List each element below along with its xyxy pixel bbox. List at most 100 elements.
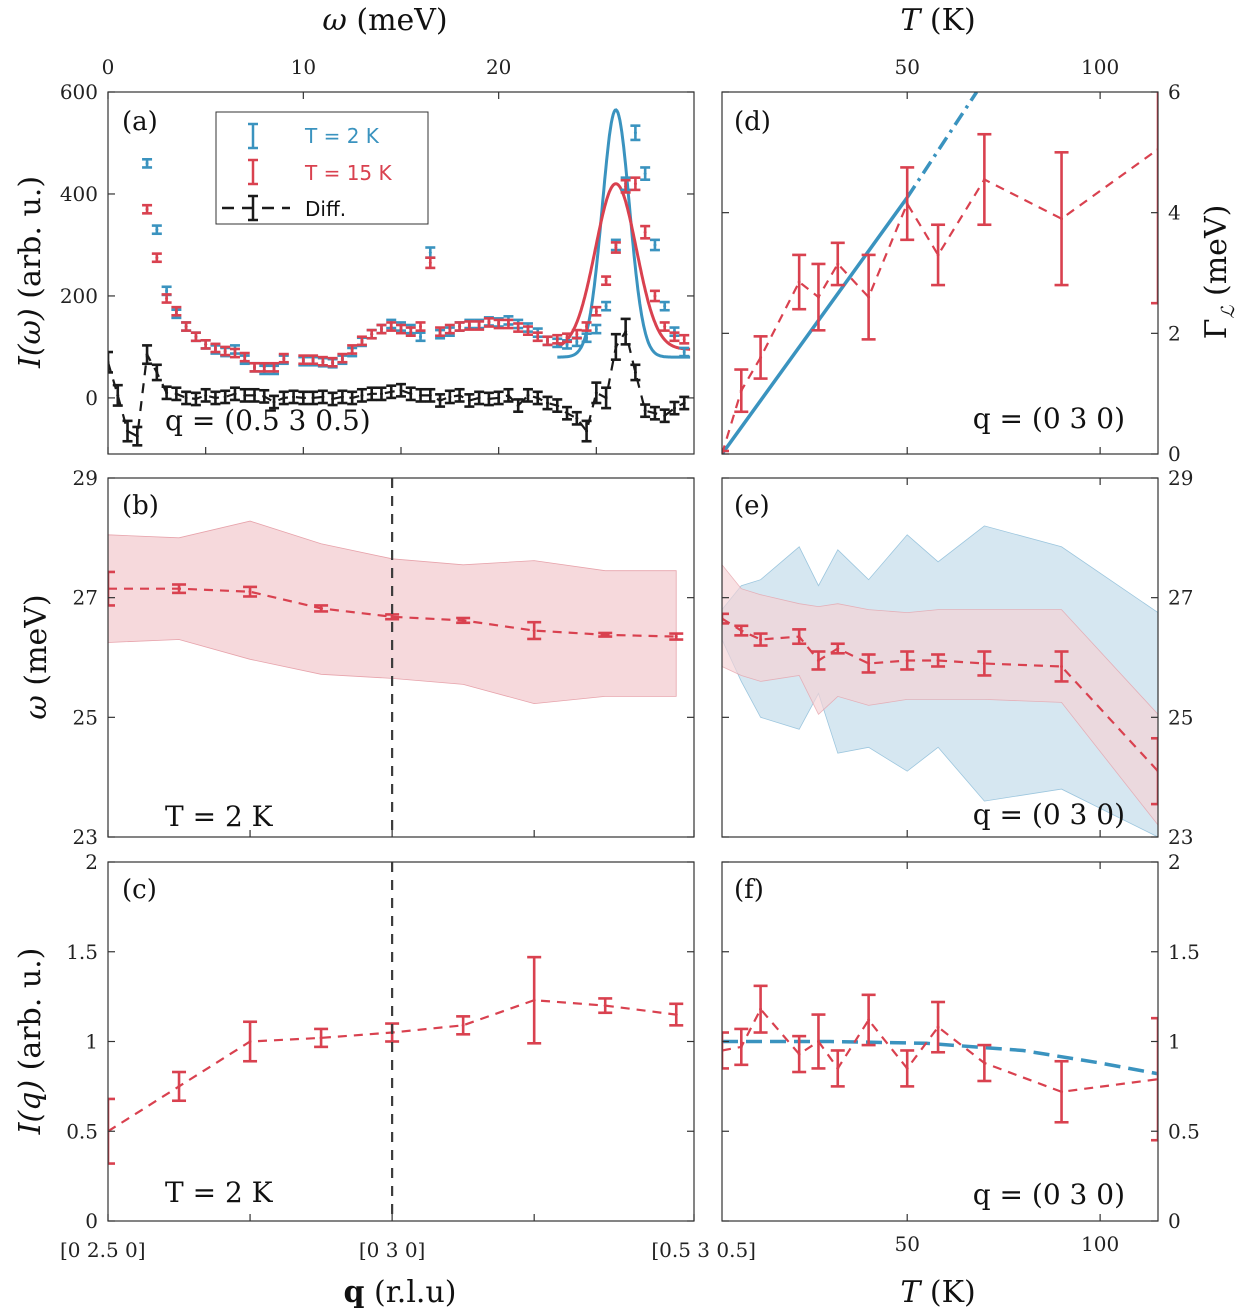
- point-red-48: [620, 178, 631, 194]
- point-black-26-point: [360, 393, 364, 397]
- bottom-xlabel-t-unit: (K): [920, 1275, 975, 1310]
- point-e-10-point: [1060, 664, 1064, 668]
- point-c-2: [243, 1020, 258, 1063]
- point-red-54: [679, 333, 690, 345]
- point-black-58: [669, 400, 680, 416]
- point-black-45: [542, 395, 553, 411]
- point-red-29: [435, 326, 446, 338]
- top-xlabel-omega-symbol: ω: [322, 3, 346, 38]
- point-black-32: [415, 387, 426, 403]
- ylabel-d-subscript: ℒ: [1218, 304, 1239, 318]
- point-red-9-point: [233, 351, 237, 355]
- point-red-47: [610, 241, 621, 254]
- point-red-44: [581, 321, 592, 332]
- point-black-46: [552, 398, 563, 413]
- point-f-5-point: [836, 1066, 840, 1070]
- point-red-26: [405, 326, 416, 338]
- point-black-6: [161, 385, 172, 401]
- point-red-12-point: [262, 365, 266, 369]
- panel-label-d: (d): [734, 107, 771, 137]
- point-black-49: [581, 419, 592, 443]
- point-red-18-point: [331, 360, 335, 364]
- ytick-label-a-0: 0: [85, 386, 98, 410]
- point-blue-1: [151, 224, 162, 236]
- point-blue-44-point: [585, 336, 589, 340]
- point-red-3: [171, 305, 182, 317]
- point-black-58-point: [672, 406, 676, 410]
- legend-label-15k: T = 15 K: [304, 161, 392, 185]
- point-black-2-point: [126, 429, 130, 433]
- point-d-6: [861, 253, 876, 341]
- point-red-6: [200, 339, 211, 350]
- point-e-6-point: [867, 661, 871, 665]
- point-d-7: [900, 166, 915, 242]
- point-blue-43-point: [575, 340, 579, 344]
- point-black-57: [659, 408, 670, 424]
- xtick-label-top-d-1: 100: [1081, 55, 1119, 79]
- ytick-label-a-1: 200: [60, 284, 98, 308]
- bottom-xlabel-q: q (r.l.u): [344, 1275, 457, 1310]
- point-blue-45: [591, 323, 602, 335]
- point-black-16: [259, 388, 270, 404]
- legend-label-2k: T = 2 K: [304, 124, 380, 148]
- point-f-8: [931, 1000, 946, 1054]
- axes-frame-a: [107, 91, 695, 455]
- point-black-28-point: [379, 392, 383, 396]
- axes-frame-c: [107, 861, 695, 1222]
- point-blue-28-point: [428, 251, 432, 255]
- ytick-label-b-3: 29: [73, 466, 98, 490]
- point-black-26: [356, 387, 367, 403]
- point-black-25: [347, 390, 358, 406]
- point-e-4: [811, 650, 826, 671]
- point-b-7-point: [603, 633, 607, 637]
- point-red-4-point: [184, 325, 188, 329]
- point-black-50-point: [594, 391, 598, 395]
- point-black-36-point: [458, 393, 462, 397]
- point-black-41-point: [506, 393, 510, 397]
- top-xlabel-omega-unit: (meV): [347, 3, 448, 38]
- point-red-18: [327, 356, 338, 368]
- point-black-8: [181, 390, 192, 406]
- point-red-2: [161, 293, 172, 304]
- ytick-label-f-4: 2: [1168, 850, 1181, 874]
- point-f-9-point: [982, 1061, 986, 1065]
- point-black-34-point: [438, 398, 442, 402]
- point-blue-28: [425, 246, 436, 260]
- point-black-15-point: [253, 393, 256, 397]
- fit-line-solid-d: [722, 196, 909, 454]
- xtick-label-top-a-2: 20: [486, 55, 511, 79]
- ylabel-b-unit: (meV): [19, 594, 54, 695]
- ylabel-b: ω (meV): [19, 594, 54, 719]
- point-b-3-point: [319, 606, 323, 610]
- point-red-17: [317, 355, 328, 367]
- point-black-51: [601, 386, 612, 410]
- point-red-14: [278, 352, 289, 364]
- point-black-6-point: [165, 391, 169, 395]
- point-red-14-point: [282, 356, 286, 360]
- point-red-1: [151, 252, 162, 264]
- point-blue-54: [679, 346, 690, 358]
- point-red-36-point: [506, 322, 510, 326]
- point-red-35: [493, 318, 504, 330]
- point-black-10-point: [204, 393, 208, 397]
- point-red-37-point: [516, 326, 520, 330]
- point-c-3: [314, 1027, 329, 1049]
- point-black-1: [112, 383, 123, 407]
- point-black-21: [308, 390, 319, 406]
- point-black-12: [220, 389, 231, 405]
- point-red-46-point: [604, 279, 608, 283]
- point-d-5-point: [836, 262, 840, 266]
- model-line-f: [722, 1039, 1158, 1076]
- point-black-27: [366, 386, 377, 402]
- axes-frame-e: [721, 477, 1159, 838]
- ytick-label-d-3: 6: [1168, 80, 1181, 104]
- point-red-16: [308, 354, 319, 366]
- point-d-8-point: [936, 253, 940, 257]
- point-red-32: [464, 320, 475, 331]
- point-black-4: [142, 344, 153, 366]
- point-b-7: [598, 631, 613, 638]
- point-red-27: [415, 321, 426, 332]
- ylabel-a: I(ω) (arb. u.): [13, 176, 48, 369]
- axes-frame-f: [721, 861, 1159, 1222]
- point-black-47: [562, 405, 573, 421]
